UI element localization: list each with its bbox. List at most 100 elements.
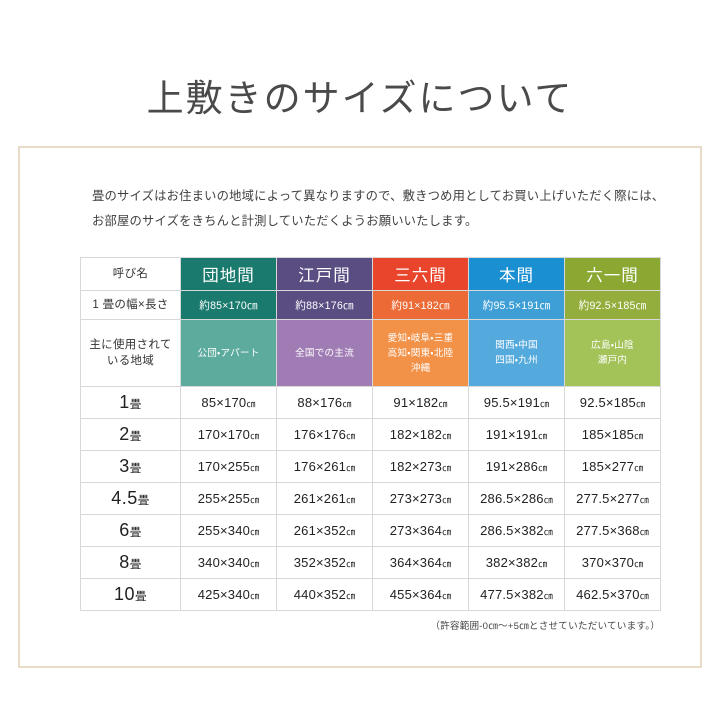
size-value-number: 92.5×185 (579, 395, 636, 410)
size-value-number: 286.5×286 (480, 491, 544, 506)
region-line: 愛知・岐阜・三重 (387, 332, 454, 344)
tatami-count-2: 2畳 (80, 418, 181, 451)
size-value-r1-c3: 91×182㎝ (372, 386, 469, 419)
tatami-count-number: 1 (119, 392, 130, 412)
size-value-unit: ㎝ (442, 495, 452, 505)
size-value-number: 462.5×370 (576, 587, 640, 602)
region-line: 全国での主流 (295, 347, 354, 359)
row-label-name: 呼び名 (80, 257, 181, 291)
size-value-r7-c5: 462.5×370㎝ (564, 578, 661, 611)
tolerance-footnote: （許容範囲-0㎝～+5㎝とさせていただいています。） (430, 621, 660, 632)
size-value-unit: ㎝ (250, 527, 260, 537)
table-row: 8畳 340×340㎝ 352×352㎝ 364×364㎝ 382×382㎝ 370×37… (80, 546, 661, 579)
size-value-number: 91×182 (393, 395, 439, 410)
tatami-count-number: 4.5 (111, 488, 138, 508)
size-value-r1-c4: 95.5×191㎝ (468, 386, 565, 419)
size-value-number: 85×170 (201, 395, 247, 410)
size-value-unit: ㎝ (346, 591, 356, 601)
size-value-unit: ㎝ (442, 431, 452, 441)
region-list-4: 関西・中国四国・九州 (468, 319, 565, 387)
size-value-number: 182×182 (389, 427, 443, 442)
size-value-r6-c4: 382×382㎝ (468, 546, 565, 579)
size-value-r5-c1: 255×340㎝ (180, 514, 277, 547)
tatami-count-6: 8畳 (80, 546, 181, 579)
size-value-unit: ㎝ (639, 591, 649, 601)
table-row-regions: 主に使用されて いる地域 公団・アパート 全国での主流 愛知・岐阜・三重 高知・関東・北陸… (80, 319, 661, 387)
size-value-r6-c1: 340×340㎝ (180, 546, 277, 579)
column-header-4: 本間 (468, 257, 565, 291)
size-value-number: 440×352 (293, 587, 347, 602)
region-line: 関西・中国 (495, 340, 538, 351)
lead-line-2: お部屋のサイズをきちんと計測していただくようお願いいたします。 (92, 214, 478, 228)
size-value-r1-c5: 92.5×185㎝ (564, 386, 661, 419)
size-value-unit: ㎝ (346, 559, 356, 569)
one-tatami-size-2: 約88×176㎝ (276, 290, 373, 320)
size-value-number: 261×352 (293, 523, 347, 538)
size-value-number: 370×370 (581, 555, 635, 570)
size-value-r2-c3: 182×182㎝ (372, 418, 469, 451)
size-value-number: 382×382 (485, 555, 539, 570)
size-value-r3-c2: 176×261㎝ (276, 450, 373, 483)
size-value-r5-c4: 286.5×382㎝ (468, 514, 565, 547)
size-value-unit: ㎝ (342, 399, 352, 409)
size-value-r2-c1: 170×170㎝ (180, 418, 277, 451)
size-value-number: 176×176 (293, 427, 347, 442)
size-value-number: 176×261 (293, 459, 347, 474)
size-value-number: 95.5×191 (483, 395, 540, 410)
table-row-name: 呼び名 団地間 江戸間 三六間 本間 六一間 (80, 257, 661, 291)
tatami-count-unit: 畳 (129, 399, 142, 411)
size-value-r4-c2: 261×261㎝ (276, 482, 373, 515)
size-value-number: 425×340 (197, 587, 251, 602)
size-value-number: 352×352 (293, 555, 347, 570)
row-label-regions-line: いる地域 (106, 355, 155, 367)
tatami-count-7: 10畳 (80, 578, 181, 611)
size-value-number: 277.5×277 (576, 491, 640, 506)
size-value-r4-c4: 286.5×286㎝ (468, 482, 565, 515)
size-value-number: 255×255 (197, 491, 251, 506)
size-value-unit: ㎝ (442, 591, 452, 601)
region-line: 沖縄 (410, 362, 431, 374)
size-value-r5-c2: 261×352㎝ (276, 514, 373, 547)
lead-line-1: 畳のサイズはお住まいの地域によって異なりますので、敷きつめ用としてお買い上げいた… (92, 189, 665, 203)
tatami-count-unit: 畳 (129, 527, 142, 539)
region-list-5: 広島・山陰 瀬戸内 (564, 319, 661, 387)
size-value-number: 185×277 (581, 459, 635, 474)
size-value-r6-c2: 352×352㎝ (276, 546, 373, 579)
size-value-number: 261×261 (293, 491, 347, 506)
size-value-r3-c1: 170×255㎝ (180, 450, 277, 483)
tatami-count-unit: 畳 (137, 495, 150, 507)
size-value-r1-c1: 85×170㎝ (180, 386, 277, 419)
size-value-r3-c3: 182×273㎝ (372, 450, 469, 483)
size-value-unit: ㎝ (634, 559, 644, 569)
row-label-one-tatami: 1 畳の幅×長さ (80, 290, 181, 320)
region-line: 広島・山陰 (591, 340, 634, 351)
tatami-count-number: 8 (119, 552, 130, 572)
tatami-size-table: 呼び名 団地間 江戸間 三六間 本間 六一間 1 畳の幅×長さ 約85×170㎝ 約88×176… (80, 257, 661, 611)
page-title: 上敷きのサイズについて (146, 79, 574, 120)
size-value-number: 88×176 (297, 395, 343, 410)
table-row-one-tatami: 1 畳の幅×長さ 約85×170㎝ 約88×176㎝ 約91×182㎝ 約95.5×19… (80, 290, 661, 320)
tatami-count-number: 3 (119, 456, 130, 476)
size-value-unit: ㎝ (250, 431, 260, 441)
size-value-number: 185×185 (581, 427, 635, 442)
size-value-unit: ㎝ (538, 559, 548, 569)
region-list-1: 公団・アパート (180, 319, 277, 387)
region-line: 四国・九州 (495, 355, 538, 366)
column-header-3: 三六間 (372, 257, 469, 291)
size-value-r1-c2: 88×176㎝ (276, 386, 373, 419)
tatami-count-4: 4.5畳 (80, 482, 181, 515)
tatami-count-unit: 畳 (129, 559, 142, 571)
size-value-unit: ㎝ (250, 559, 260, 569)
table-row: 1畳 85×170㎝ 88×176㎝ 91×182㎝ 95.5×191㎝ 92.5×185… (80, 386, 661, 419)
size-value-unit: ㎝ (543, 495, 553, 505)
size-value-unit: ㎝ (438, 399, 448, 409)
lead-paragraph: 畳のサイズはお住まいの地域によって異なりますので、敷きつめ用としてお買い上げいた… (92, 184, 665, 234)
size-value-unit: ㎝ (543, 527, 553, 537)
row-label-regions-line: 主に使用されて (89, 339, 172, 351)
size-value-unit: ㎝ (346, 495, 356, 505)
size-value-unit: ㎝ (539, 399, 550, 409)
tatami-count-unit: 畳 (129, 463, 142, 475)
size-value-unit: ㎝ (346, 463, 356, 473)
size-value-unit: ㎝ (346, 527, 356, 537)
